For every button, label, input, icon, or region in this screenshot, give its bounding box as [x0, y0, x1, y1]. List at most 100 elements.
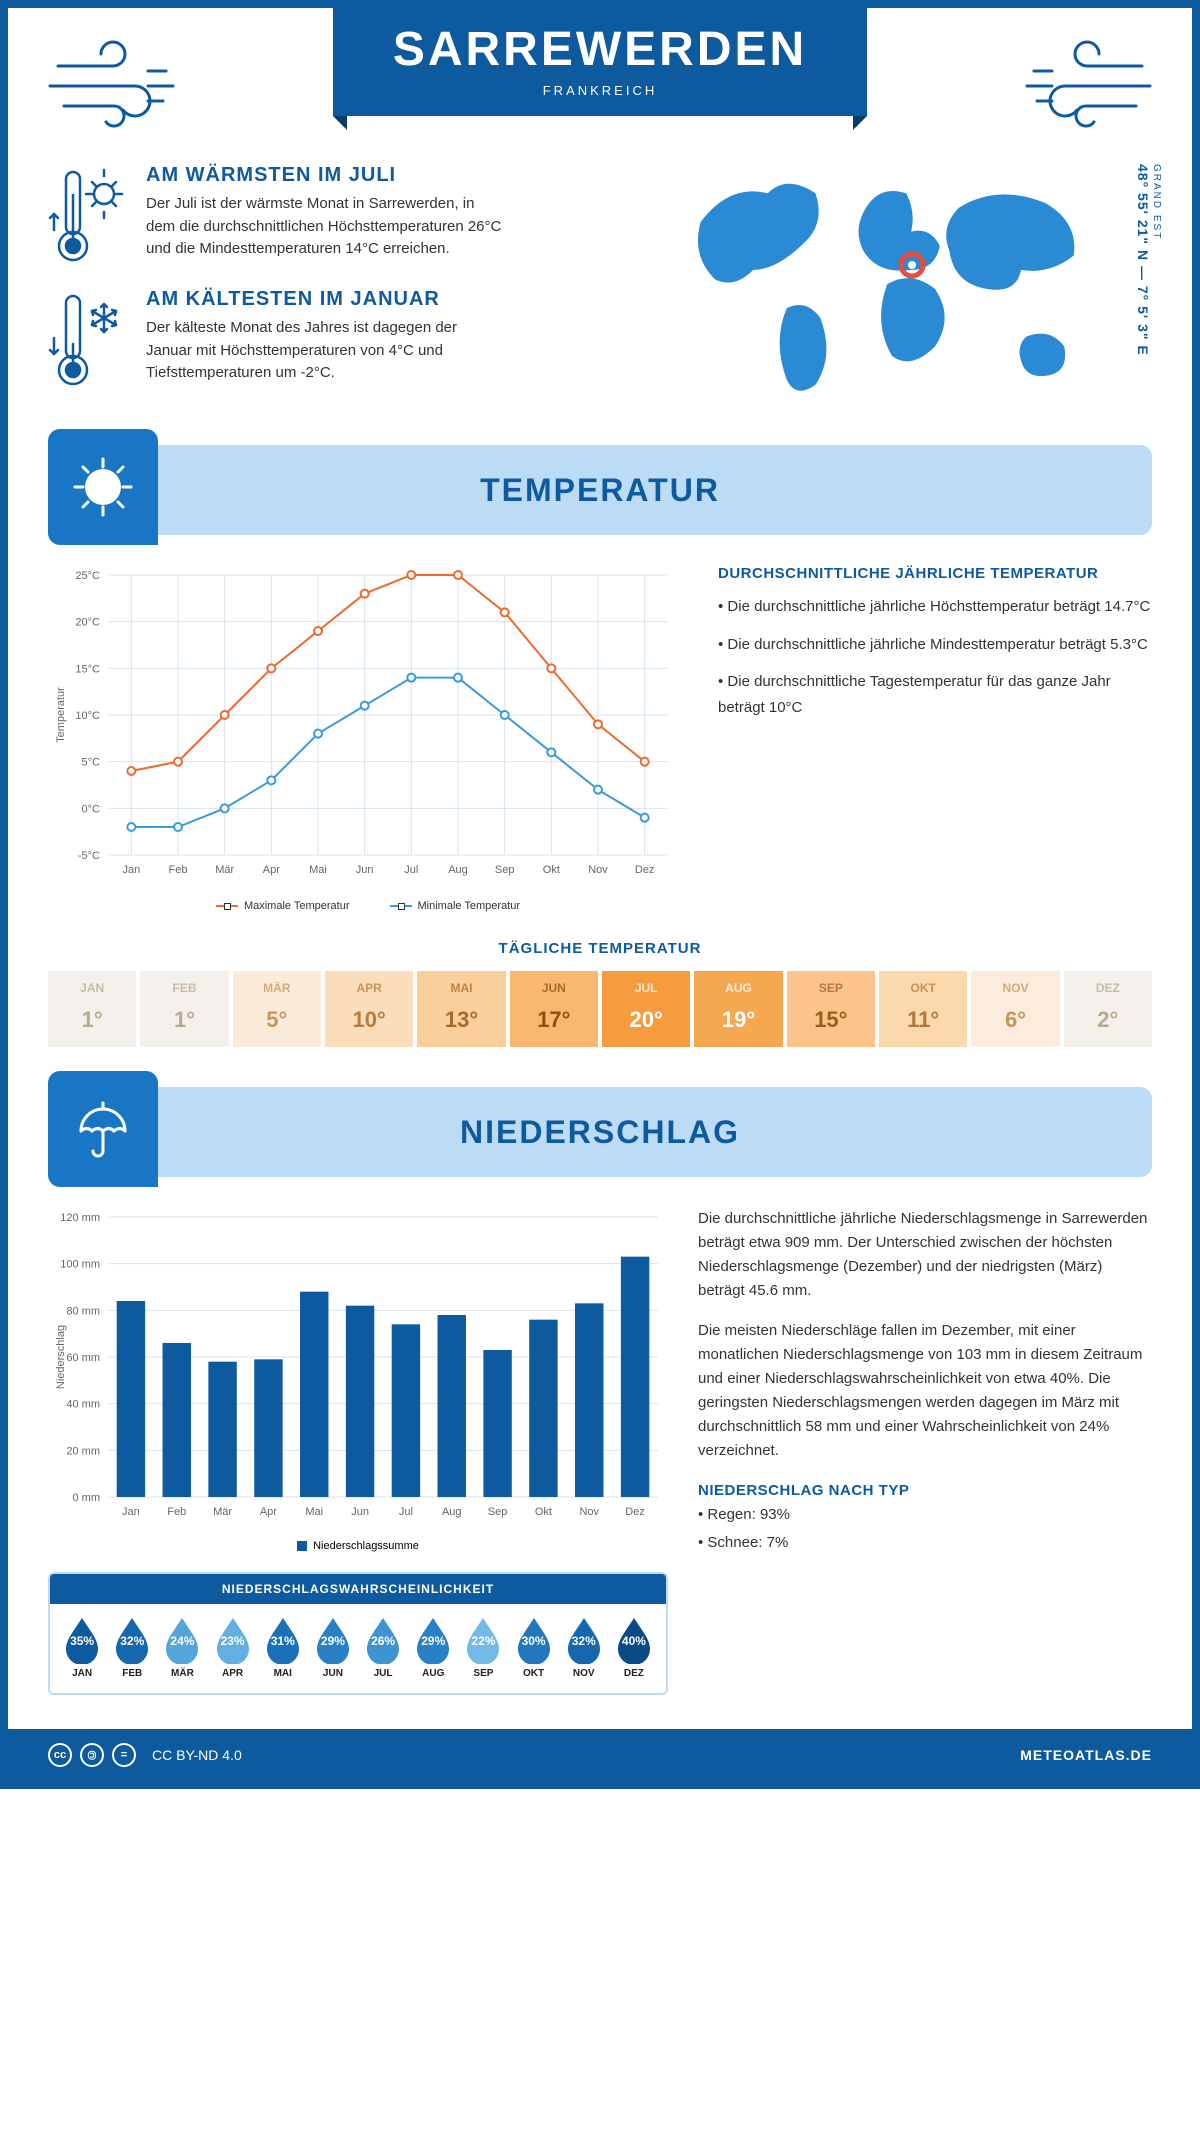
svg-text:Sep: Sep — [495, 864, 515, 876]
svg-text:-5°C: -5°C — [78, 850, 100, 862]
daily-temp-cell: DEZ2° — [1064, 971, 1152, 1047]
precip-para1: Die durchschnittliche jährliche Niedersc… — [698, 1207, 1152, 1303]
daily-temp-cell: AUG19° — [694, 971, 782, 1047]
svg-text:15°C: 15°C — [75, 663, 100, 675]
svg-text:Dez: Dez — [635, 864, 655, 876]
svg-text:60 mm: 60 mm — [66, 1352, 100, 1364]
svg-text:Jan: Jan — [122, 864, 140, 876]
world-map: GRAND EST48° 55' 21" N — 7° 5' 3" E — [672, 164, 1152, 419]
svg-text:20°C: 20°C — [75, 617, 100, 629]
svg-text:Mär: Mär — [213, 1506, 232, 1518]
temp-legend: Maximale Temperatur Minimale Temperatur — [48, 900, 688, 912]
title-banner: SARREWERDEN FRANKREICH — [333, 8, 867, 116]
precip-prob-drop: 35%JAN — [58, 1616, 106, 1679]
site-label: METEOATLAS.DE — [1020, 1747, 1152, 1763]
precip-prob-drop: 30%OKT — [510, 1616, 558, 1679]
avg-temp-b2: • Die durchschnittliche jährliche Mindes… — [718, 632, 1152, 658]
precip-bytype-1: • Regen: 93% — [698, 1503, 1152, 1527]
daily-temp-cell: JAN1° — [48, 971, 136, 1047]
svg-text:Mai: Mai — [309, 864, 327, 876]
svg-text:Jun: Jun — [356, 864, 374, 876]
cold-title: AM KÄLTESTEN IM JANUAR — [146, 288, 506, 311]
precip-prob-drop: 29%AUG — [409, 1616, 457, 1679]
svg-text:Jul: Jul — [399, 1506, 413, 1518]
precip-bytype-title: NIEDERSCHLAG NACH TYP — [698, 1479, 1152, 1503]
svg-text:10°C: 10°C — [75, 710, 100, 722]
svg-text:Jan: Jan — [122, 1506, 140, 1518]
precip-para2: Die meisten Niederschläge fallen im Deze… — [698, 1319, 1152, 1463]
svg-text:Temperatur: Temperatur — [55, 687, 67, 743]
precip-prob-drop: 40%DEZ — [610, 1616, 658, 1679]
svg-text:Dez: Dez — [625, 1506, 645, 1518]
svg-text:Apr: Apr — [260, 1506, 277, 1518]
daily-temp-cell: OKT11° — [879, 971, 967, 1047]
daily-temp-cell: NOV6° — [971, 971, 1059, 1047]
precip-prob-drop: 26%JUL — [359, 1616, 407, 1679]
svg-text:0 mm: 0 mm — [73, 1492, 101, 1504]
svg-text:0°C: 0°C — [82, 803, 101, 815]
svg-text:80 mm: 80 mm — [66, 1305, 100, 1317]
svg-text:Nov: Nov — [588, 864, 608, 876]
thermometer-sun-icon — [48, 164, 128, 264]
warm-text: Der Juli ist der wärmste Monat in Sarrew… — [146, 193, 506, 261]
cc-icon: cc — [48, 1743, 72, 1767]
svg-text:Mai: Mai — [305, 1506, 323, 1518]
wind-icon-right — [1002, 36, 1152, 136]
svg-text:120 mm: 120 mm — [60, 1212, 100, 1224]
precip-probability-box: NIEDERSCHLAGSWAHRSCHEINLICHKEIT 35%JAN32… — [48, 1572, 668, 1695]
svg-text:Okt: Okt — [543, 864, 560, 876]
temp-title: TEMPERATUR — [480, 472, 720, 509]
footer: cc 🄯 = CC BY-ND 4.0 METEOATLAS.DE — [8, 1729, 1192, 1781]
svg-text:Jul: Jul — [404, 864, 418, 876]
daily-temp-cell: JUN17° — [510, 971, 598, 1047]
svg-text:Okt: Okt — [535, 1506, 552, 1518]
avg-temp-b3: • Die durchschnittliche Tagestemperatur … — [718, 669, 1152, 720]
svg-text:5°C: 5°C — [82, 757, 101, 769]
precip-prob-drop: 24%MÄR — [158, 1616, 206, 1679]
thermometer-snow-icon — [48, 288, 128, 388]
cold-text: Der kälteste Monat des Jahres ist dagege… — [146, 317, 506, 385]
svg-text:Jun: Jun — [351, 1506, 369, 1518]
daily-temp-cell: MÄR5° — [233, 971, 321, 1047]
precip-legend: Niederschlagssumme — [48, 1540, 668, 1552]
svg-text:Nov: Nov — [579, 1506, 599, 1518]
avg-temp-b1: • Die durchschnittliche jährliche Höchst… — [718, 594, 1152, 620]
umbrella-icon — [48, 1071, 158, 1187]
location-pin-icon — [898, 251, 926, 279]
wind-icon-left — [48, 36, 198, 136]
svg-text:Sep: Sep — [488, 1506, 508, 1518]
svg-text:20 mm: 20 mm — [66, 1445, 100, 1457]
svg-text:Feb: Feb — [169, 864, 188, 876]
daily-temp-title: TÄGLICHE TEMPERATUR — [48, 940, 1152, 957]
svg-text:100 mm: 100 mm — [60, 1259, 100, 1271]
temperature-line-chart: -5°C0°C5°C10°C15°C20°C25°CJanFebMärAprMa… — [48, 565, 688, 885]
daily-temp-cell: FEB1° — [140, 971, 228, 1047]
nd-icon: = — [112, 1743, 136, 1767]
svg-text:Aug: Aug — [442, 1506, 462, 1518]
precip-bytype-2: • Schnee: 7% — [698, 1531, 1152, 1555]
daily-temp-cell: APR10° — [325, 971, 413, 1047]
daily-temp-cell: SEP15° — [787, 971, 875, 1047]
precip-prob-drop: 31%MAI — [259, 1616, 307, 1679]
svg-text:Feb: Feb — [167, 1506, 186, 1518]
precipitation-bar-chart: 0 mm20 mm40 mm60 mm80 mm100 mm120 mmJanF… — [48, 1207, 668, 1527]
coords-label: GRAND EST48° 55' 21" N — 7° 5' 3" E — [1135, 164, 1162, 356]
avg-temp-title: DURCHSCHNITTLICHE JÄHRLICHE TEMPERATUR — [718, 565, 1152, 582]
daily-temp-table: JAN1°FEB1°MÄR5°APR10°MAI13°JUN17°JUL20°A… — [48, 971, 1152, 1047]
svg-text:Aug: Aug — [448, 864, 468, 876]
country-subtitle: FRANKREICH — [393, 83, 807, 98]
svg-text:Niederschlag: Niederschlag — [55, 1325, 67, 1389]
daily-temp-cell: MAI13° — [417, 971, 505, 1047]
svg-text:Mär: Mär — [215, 864, 234, 876]
precip-prob-drop: 22%SEP — [459, 1616, 507, 1679]
precip-title: NIEDERSCHLAG — [460, 1114, 740, 1151]
license-label: CC BY-ND 4.0 — [152, 1747, 242, 1763]
daily-temp-cell: JUL20° — [602, 971, 690, 1047]
city-title: SARREWERDEN — [393, 22, 807, 77]
by-icon: 🄯 — [80, 1743, 104, 1767]
svg-text:Apr: Apr — [263, 864, 280, 876]
precip-prob-drop: 32%NOV — [560, 1616, 608, 1679]
precip-section-banner: NIEDERSCHLAG — [48, 1087, 1152, 1177]
climate-facts: AM WÄRMSTEN IM JULI Der Juli ist der wär… — [48, 164, 642, 419]
sun-icon — [48, 429, 158, 545]
